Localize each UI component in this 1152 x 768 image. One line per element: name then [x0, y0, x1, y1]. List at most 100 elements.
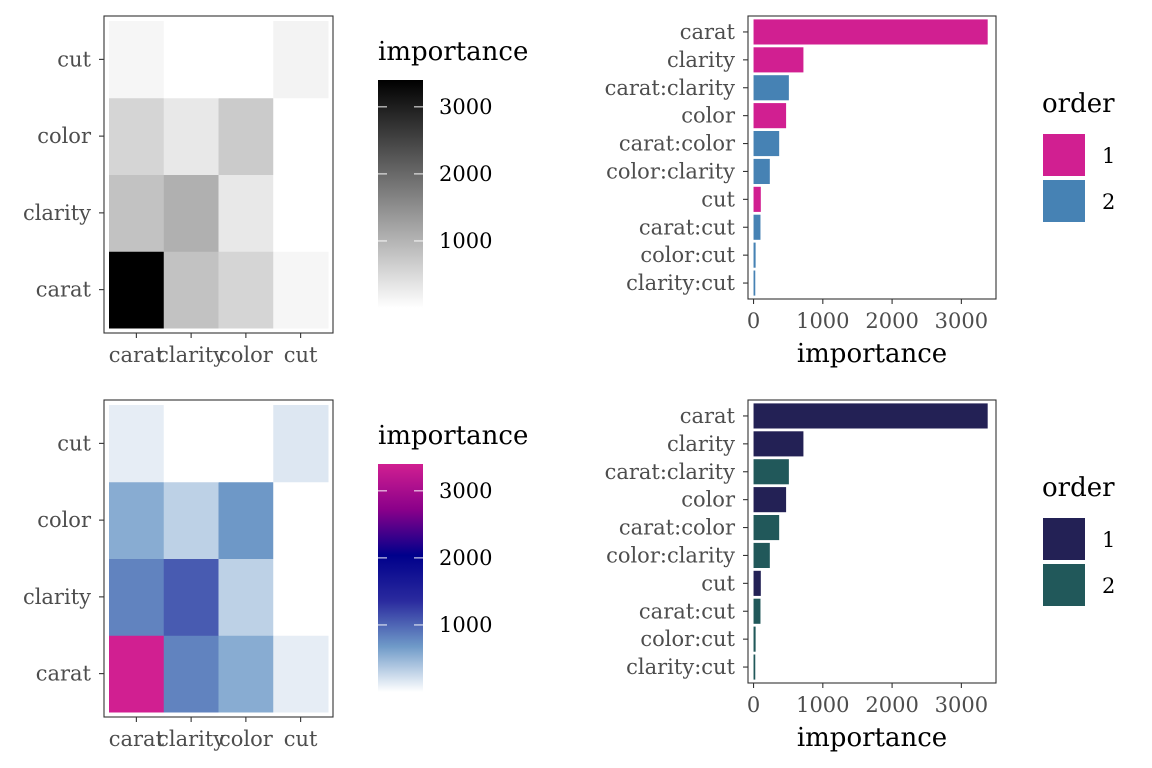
- colorbar: [378, 80, 423, 308]
- legend-label-1: 1: [1102, 528, 1115, 552]
- bar-carat:color: [753, 130, 780, 157]
- bar-carat:color: [753, 514, 780, 541]
- y-tick-label-carat: carat: [680, 20, 736, 44]
- bar-cut: [753, 570, 761, 596]
- bar-clarity: [753, 47, 804, 73]
- heat-cell-color-cut: [218, 405, 274, 483]
- heat-cell-clarity-cut: [163, 21, 219, 99]
- bar-cut: [753, 186, 761, 212]
- y-tick-label-color: color: [681, 104, 736, 128]
- legend-title: order: [1042, 89, 1115, 119]
- y-tick-label-cut: cut: [701, 187, 735, 211]
- y-tick-label-carat: carat: [680, 404, 736, 428]
- x-tick-label-color: color: [219, 727, 274, 751]
- bar-color: [753, 103, 787, 129]
- legend-key-1: [1043, 518, 1085, 560]
- heat-cell-carat-cut: [109, 405, 165, 483]
- legend-key-2: [1043, 180, 1085, 222]
- heat-cell-carat-color: [109, 481, 165, 559]
- x-tick-label-cut: cut: [284, 343, 318, 367]
- x-tick-label-3000: 3000: [935, 693, 988, 717]
- heat-cell-carat-color: [109, 97, 165, 175]
- heat-cell-cut-cut: [273, 21, 329, 99]
- bar-clarity: [753, 431, 804, 457]
- colorbar: [378, 464, 423, 692]
- bar-carat:clarity: [753, 75, 789, 101]
- bar-carat: [753, 19, 988, 45]
- x-tick-label-1000: 1000: [796, 309, 849, 333]
- heat-cell-cut-color: [273, 97, 329, 175]
- y-tick-label-color: color: [37, 124, 92, 148]
- heat-cell-color-carat: [218, 251, 274, 329]
- heat-cell-carat-clarity: [109, 174, 165, 252]
- bar-color:cut: [753, 242, 756, 268]
- x-tick-label-clarity: clarity: [157, 343, 225, 367]
- x-tick-label-color: color: [219, 343, 274, 367]
- bar-carat:cut: [753, 214, 761, 240]
- bar-carat:clarity: [753, 459, 789, 485]
- heat-cell-clarity-color: [163, 97, 219, 175]
- heat-cell-color-carat: [218, 635, 274, 713]
- legend-title: importance: [378, 421, 528, 451]
- heat-cell-clarity-clarity: [163, 174, 219, 252]
- y-tick-label-cut: cut: [701, 571, 735, 595]
- colorbar-label-2000: 2000: [439, 546, 492, 570]
- heat-cell-clarity-color: [163, 481, 219, 559]
- bar-color:cut: [753, 626, 756, 652]
- x-axis-title: importance: [797, 723, 947, 753]
- legend-title: importance: [378, 37, 528, 67]
- heat-cell-color-color: [218, 481, 274, 559]
- bar-clarity:cut: [753, 270, 756, 296]
- colorbar-label-1000: 1000: [439, 229, 492, 253]
- y-tick-label-clarity:cut: clarity:cut: [626, 655, 735, 679]
- heat-cell-carat-carat: [109, 635, 165, 713]
- y-tick-label-color:clarity: color:clarity: [606, 543, 735, 567]
- x-tick-label-3000: 3000: [935, 309, 988, 333]
- y-tick-label-carat:clarity: carat:clarity: [605, 76, 736, 100]
- heat-cell-cut-carat: [273, 251, 329, 329]
- x-tick-label-carat: carat: [109, 343, 165, 367]
- heat-cell-carat-carat: [109, 251, 165, 329]
- legend-label-2: 2: [1102, 574, 1115, 598]
- legend-title: order: [1042, 473, 1115, 503]
- bar-color:clarity: [753, 542, 770, 569]
- y-tick-label-color:cut: color:cut: [640, 243, 735, 267]
- bar-carat: [753, 403, 988, 429]
- heat-cell-cut-color: [273, 481, 329, 559]
- legend-label-2: 2: [1102, 190, 1115, 214]
- bar-color: [753, 487, 787, 513]
- heat-cell-clarity-clarity: [163, 558, 219, 636]
- colorbar-label-3000: 3000: [439, 479, 492, 503]
- y-tick-label-color: color: [37, 508, 92, 532]
- heat-cell-color-color: [218, 97, 274, 175]
- y-tick-label-carat:cut: carat:cut: [639, 599, 736, 623]
- bar-clarity:cut: [753, 654, 756, 680]
- heat-cell-carat-cut: [109, 21, 165, 99]
- heat-cell-cut-carat: [273, 635, 329, 713]
- y-tick-label-color:cut: color:cut: [640, 627, 735, 651]
- heat-cell-carat-clarity: [109, 558, 165, 636]
- x-tick-label-1000: 1000: [796, 693, 849, 717]
- heat-cell-clarity-carat: [163, 635, 219, 713]
- y-tick-label-carat:cut: carat:cut: [639, 215, 736, 239]
- x-axis-title: importance: [797, 339, 947, 369]
- colorbar-label-2000: 2000: [439, 162, 492, 186]
- y-tick-label-color: color: [681, 488, 736, 512]
- x-tick-label-carat: carat: [109, 727, 165, 751]
- legend-key-2: [1043, 564, 1085, 606]
- y-tick-label-cut: cut: [57, 47, 91, 71]
- y-tick-label-carat:clarity: carat:clarity: [605, 460, 736, 484]
- x-tick-label-2000: 2000: [865, 309, 918, 333]
- heat-cell-clarity-cut: [163, 405, 219, 483]
- y-tick-label-cut: cut: [57, 431, 91, 455]
- bar-carat:cut: [753, 598, 761, 624]
- x-tick-label-2000: 2000: [865, 693, 918, 717]
- y-tick-label-clarity: clarity: [23, 201, 91, 225]
- y-tick-label-clarity: clarity: [23, 585, 91, 609]
- top-bar-panel: carat clarity carat:clarity color carat:colo…: [605, 15, 1115, 369]
- y-tick-label-carat:color: carat:color: [619, 516, 736, 540]
- heat-cell-color-clarity: [218, 558, 274, 636]
